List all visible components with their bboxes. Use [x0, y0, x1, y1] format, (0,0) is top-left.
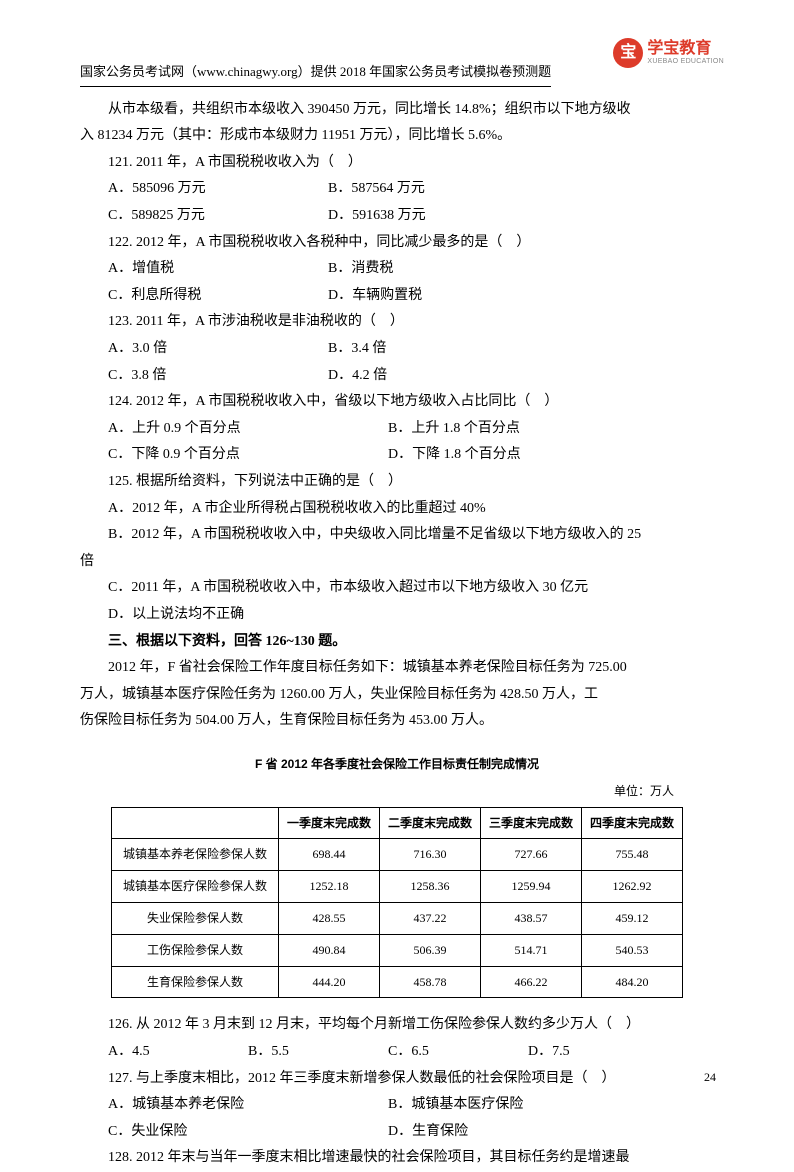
- row-3-c3: 540.53: [582, 934, 683, 966]
- row-1-c3: 1262.92: [582, 871, 683, 903]
- q121-opt-a: A．585096 万元: [80, 176, 300, 203]
- q122-opt-b: B．消费税: [300, 256, 393, 283]
- table-unit: 单位：万人: [80, 780, 674, 803]
- table-row: 生育保险参保人数 444.20 458.78 466.22 484.20: [111, 966, 682, 998]
- logo-main-text: 学宝教育: [647, 40, 724, 58]
- row-0-label: 城镇基本养老保险参保人数: [111, 839, 278, 871]
- row-1-c0: 1252.18: [278, 871, 379, 903]
- row-4-c3: 484.20: [582, 966, 683, 998]
- q125-stem: 125. 根据所给资料，下列说法中正确的是（ ）: [80, 469, 714, 496]
- table-row: 失业保险参保人数 428.55 437.22 438.57 459.12: [111, 902, 682, 934]
- row-4-c1: 458.78: [379, 966, 480, 998]
- q123-opt-a: A．3.0 倍: [80, 336, 300, 363]
- row-1-label: 城镇基本医疗保险参保人数: [111, 871, 278, 903]
- q126-opt-a: A．4.5: [80, 1039, 220, 1066]
- table-row: 城镇基本养老保险参保人数 698.44 716.30 727.66 755.48: [111, 839, 682, 871]
- logo-mark: 宝: [613, 38, 643, 68]
- q122-opt-d: D．车辆购置税: [300, 283, 422, 310]
- page-header: 国家公务员考试网（www.chinagwy.org）提供 2018 年国家公务员…: [80, 60, 551, 87]
- q126-stem: 126. 从 2012 年 3 月末到 12 月末，平均每个月新增工伤保险参保人…: [80, 1012, 714, 1039]
- logo-sub-text: XUEBAO EDUCATION: [647, 58, 724, 66]
- q121-stem: 121. 2011 年，A 市国税税收收入为（ ）: [80, 150, 714, 177]
- row-3-c2: 514.71: [481, 934, 582, 966]
- row-0-c1: 716.30: [379, 839, 480, 871]
- insurance-table: 一季度末完成数 二季度末完成数 三季度末完成数 四季度末完成数 城镇基本养老保险…: [111, 807, 683, 999]
- q127-opt-a: A．城镇基本养老保险: [80, 1092, 360, 1119]
- th-q4: 四季度末完成数: [582, 807, 683, 839]
- q123-opt-b: B．3.4 倍: [300, 336, 386, 363]
- th-blank: [111, 807, 278, 839]
- row-2-c0: 428.55: [278, 902, 379, 934]
- row-3-c0: 490.84: [278, 934, 379, 966]
- q121-opt-d: D．591638 万元: [300, 203, 426, 230]
- row-1-c1: 1258.36: [379, 871, 480, 903]
- q124-opt-a: A．上升 0.9 个百分点: [80, 416, 360, 443]
- th-q3: 三季度末完成数: [481, 807, 582, 839]
- table-row: 城镇基本医疗保险参保人数 1252.18 1258.36 1259.94 126…: [111, 871, 682, 903]
- sec3-para-2: 万人，城镇基本医疗保险任务为 1260.00 万人，失业保险目标任务为 428.…: [80, 682, 714, 709]
- q122-stem: 122. 2012 年，A 市国税税收收入各税种中，同比减少最多的是（ ）: [80, 230, 714, 257]
- brand-logo: 宝 学宝教育 XUEBAO EDUCATION: [613, 38, 724, 68]
- th-q1: 一季度末完成数: [278, 807, 379, 839]
- q126-opt-b: B．5.5: [220, 1039, 360, 1066]
- q125-opt-b-line1: B．2012 年，A 市国税税收收入中，中央级收入同比增量不足省级以下地方级收入…: [80, 522, 714, 549]
- table-row: 工伤保险参保人数 490.84 506.39 514.71 540.53: [111, 934, 682, 966]
- q124-opt-c: C．下降 0.9 个百分点: [80, 442, 360, 469]
- q125-opt-b-line2: 倍: [80, 549, 714, 576]
- row-3-label: 工伤保险参保人数: [111, 934, 278, 966]
- q123-stem: 123. 2011 年，A 市涉油税收是非油税收的（ ）: [80, 309, 714, 336]
- sec3-para-3: 伤保险目标任务为 504.00 万人，生育保险目标任务为 453.00 万人。: [80, 708, 714, 735]
- intro-line-2: 入 81234 万元（其中：形成市本级财力 11951 万元），同比增长 5.6…: [80, 123, 714, 150]
- row-2-c2: 438.57: [481, 902, 582, 934]
- intro-line-1: 从市本级看，共组织市本级收入 390450 万元，同比增长 14.8%；组织市以…: [80, 97, 714, 124]
- row-1-c2: 1259.94: [481, 871, 582, 903]
- row-2-c1: 437.22: [379, 902, 480, 934]
- q125-opt-d: D．以上说法均不正确: [80, 602, 714, 629]
- row-0-c3: 755.48: [582, 839, 683, 871]
- q124-stem: 124. 2012 年，A 市国税税收收入中，省级以下地方级收入占比同比（ ）: [80, 389, 714, 416]
- q123-opt-d: D．4.2 倍: [300, 363, 387, 390]
- row-4-c0: 444.20: [278, 966, 379, 998]
- sec3-para-1: 2012 年，F 省社会保险工作年度目标任务如下：城镇基本养老保险目标任务为 7…: [80, 655, 714, 682]
- row-2-label: 失业保险参保人数: [111, 902, 278, 934]
- row-0-c2: 727.66: [481, 839, 582, 871]
- q127-stem: 127. 与上季度末相比，2012 年三季度末新增参保人数最低的社会保险项目是（…: [80, 1066, 714, 1093]
- q125-opt-a: A．2012 年，A 市企业所得税占国税税收收入的比重超过 40%: [80, 496, 714, 523]
- q124-opt-b: B．上升 1.8 个百分点: [360, 416, 520, 443]
- row-4-c2: 466.22: [481, 966, 582, 998]
- q126-opt-c: C．6.5: [360, 1039, 500, 1066]
- q121-opt-c: C．589825 万元: [80, 203, 300, 230]
- q126-opt-d: D．7.5: [500, 1039, 570, 1066]
- q122-opt-a: A．增值税: [80, 256, 300, 283]
- q125-opt-c: C．2011 年，A 市国税税收收入中，市本级收入超过市以下地方级收入 30 亿…: [80, 575, 714, 602]
- row-3-c1: 506.39: [379, 934, 480, 966]
- q128-stem: 128. 2012 年末与当年一季度末相比增速最快的社会保险项目，其目标任务约是…: [80, 1145, 714, 1172]
- th-q2: 二季度末完成数: [379, 807, 480, 839]
- q121-opt-b: B．587564 万元: [300, 176, 425, 203]
- row-4-label: 生育保险参保人数: [111, 966, 278, 998]
- page-number: 24: [704, 1066, 716, 1089]
- section-3-title: 三、根据以下资料，回答 126~130 题。: [80, 629, 714, 656]
- q124-opt-d: D．下降 1.8 个百分点: [360, 442, 521, 469]
- q122-opt-c: C．利息所得税: [80, 283, 300, 310]
- table-title: F 省 2012 年各季度社会保险工作目标责任制完成情况: [80, 753, 714, 776]
- q123-opt-c: C．3.8 倍: [80, 363, 300, 390]
- row-2-c3: 459.12: [582, 902, 683, 934]
- q127-opt-b: B．城镇基本医疗保险: [360, 1092, 523, 1119]
- row-0-c0: 698.44: [278, 839, 379, 871]
